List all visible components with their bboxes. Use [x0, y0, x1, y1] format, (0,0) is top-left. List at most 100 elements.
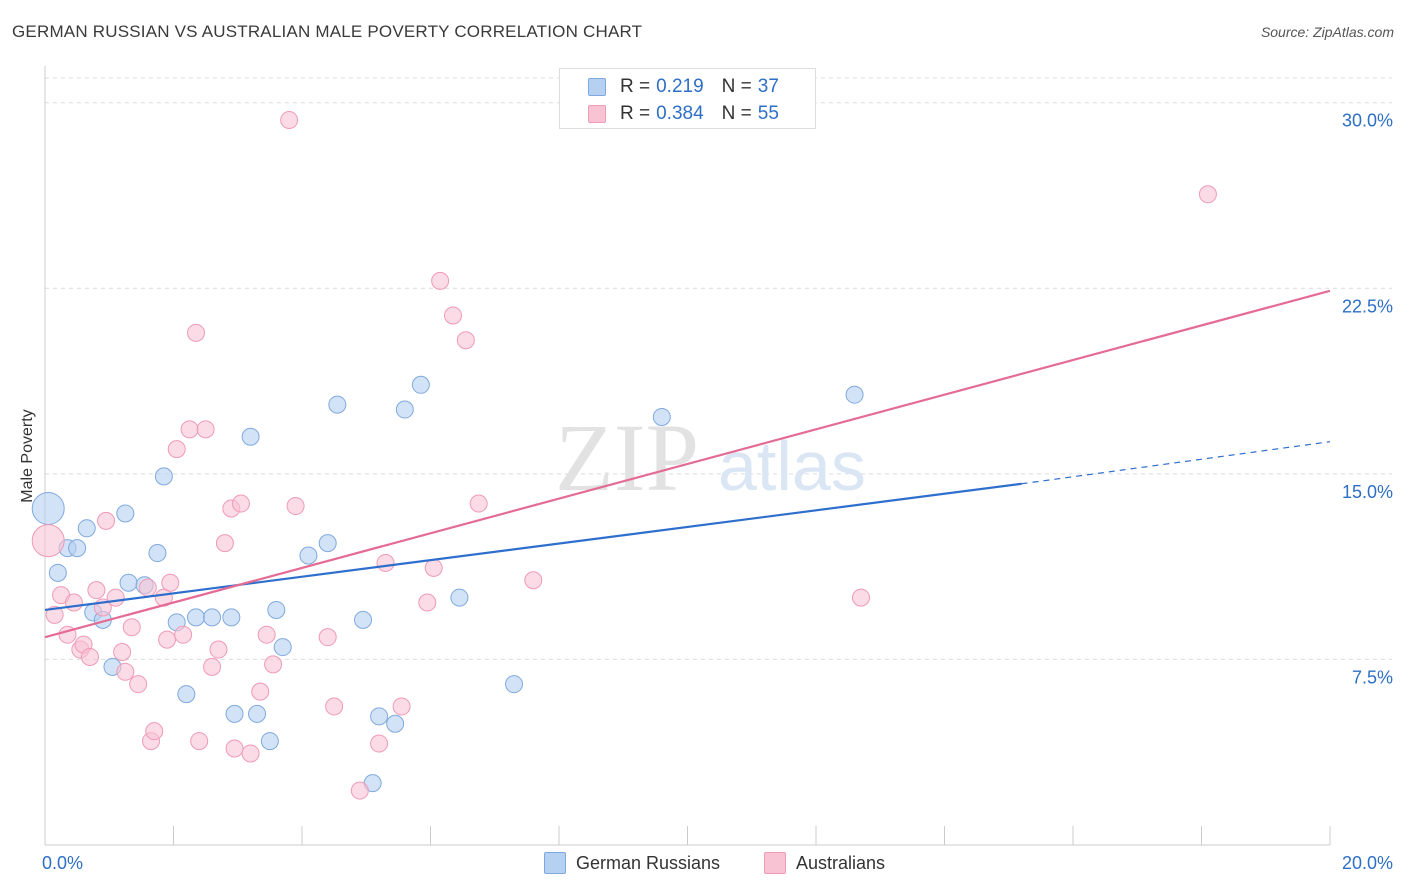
point-australians: [203, 657, 222, 676]
watermark-atlas: atlas: [718, 427, 866, 505]
point-australians: [87, 581, 106, 600]
point-australians: [443, 306, 462, 325]
point-australians: [138, 578, 157, 597]
point-australians: [469, 494, 488, 513]
point-australians: [370, 734, 389, 753]
point-australians: [257, 625, 276, 644]
point-german-russians: [328, 395, 347, 414]
point-german-russians: [450, 588, 469, 607]
point-australians: [1198, 185, 1217, 204]
point-australians: [45, 605, 64, 624]
stats-row-german-russians: R = 0.219 N = 37: [588, 75, 779, 99]
x-tick-label: 20.0%: [1342, 853, 1393, 873]
n-label: N =: [721, 103, 752, 124]
y-tick-label: 30.0%: [1342, 111, 1393, 131]
trend-line-german-russians-extension: [1021, 441, 1331, 485]
y-tick-label: 15.0%: [1342, 482, 1393, 502]
point-australians: [318, 628, 337, 647]
point-australians: [424, 558, 443, 577]
point-german-russians: [116, 504, 135, 523]
legend-item-australians[interactable]: Australians: [764, 852, 885, 874]
legend-label: German Russians: [576, 852, 721, 873]
axes: [44, 66, 1331, 846]
n-value: 37: [757, 76, 779, 97]
point-german-russians: [386, 714, 405, 733]
point-german-russians: [77, 519, 96, 538]
point-german-russians: [203, 608, 222, 627]
r-label: R =: [620, 103, 651, 124]
point-australians: [241, 744, 260, 763]
trend-line-australians: [44, 289, 1331, 639]
point-australians: [122, 618, 141, 637]
tick-labels: 7.5% 15.0% 22.5% 30.0% 0.0% 20.0%: [42, 111, 1393, 873]
point-australians: [31, 524, 65, 558]
point-australians: [251, 682, 270, 701]
point-australians: [431, 271, 450, 290]
point-german-russians: [299, 546, 318, 565]
point-german-russians: [154, 467, 173, 486]
point-australians: [456, 331, 475, 350]
point-australians: [113, 643, 132, 662]
point-australians: [325, 697, 344, 716]
point-german-russians: [370, 707, 389, 726]
point-australians: [64, 593, 83, 612]
y-tick-label: 7.5%: [1352, 667, 1393, 687]
stats-legend: R = 0.219 N = 37 R = 0.384 N = 55: [559, 68, 816, 129]
point-german-russians: [68, 539, 87, 558]
y-tick-label: 22.5%: [1342, 296, 1393, 316]
point-german-russians: [260, 732, 279, 751]
point-australians: [209, 640, 228, 659]
point-australians: [167, 440, 186, 459]
point-australians: [376, 553, 395, 572]
point-german-russians: [241, 427, 260, 446]
point-german-russians: [222, 608, 241, 627]
point-german-russians: [267, 600, 286, 619]
trend-lines: [44, 289, 1331, 639]
point-australians: [392, 697, 411, 716]
swatch-german-russians: [544, 852, 566, 874]
data-points: [31, 111, 1217, 800]
point-german-russians: [273, 638, 292, 657]
swatch-australians: [764, 852, 786, 874]
point-german-russians: [148, 544, 167, 563]
point-australians: [215, 534, 234, 553]
point-australians: [174, 625, 193, 644]
r-value: 0.384: [656, 103, 704, 124]
swatch-german-russians: [588, 78, 606, 96]
point-german-russians: [318, 534, 337, 553]
point-german-russians: [225, 704, 244, 723]
point-australians: [158, 630, 177, 649]
point-australians: [196, 420, 215, 439]
legend-item-german-russians[interactable]: German Russians: [544, 852, 720, 874]
point-australians: [225, 739, 244, 758]
point-german-russians: [505, 675, 524, 694]
r-label: R =: [620, 76, 651, 97]
point-australians: [231, 494, 250, 513]
point-australians: [145, 722, 164, 741]
point-german-russians: [48, 563, 67, 582]
point-australians: [180, 420, 199, 439]
point-australians: [186, 323, 205, 342]
gridlines: [45, 77, 1392, 660]
point-australians: [350, 781, 369, 800]
source-credit: Source: ZipAtlas.com: [1260, 24, 1394, 40]
point-australians: [286, 497, 305, 516]
n-value: 55: [757, 103, 779, 124]
point-german-russians: [248, 704, 267, 723]
point-german-russians: [186, 608, 205, 627]
point-australians: [161, 573, 180, 592]
point-australians: [851, 588, 870, 607]
point-australians: [129, 675, 148, 694]
point-australians: [97, 511, 116, 530]
stats-row-australians: R = 0.384 N = 55: [588, 102, 779, 126]
point-australians: [264, 655, 283, 674]
point-australians: [190, 732, 209, 751]
point-german-russians: [119, 573, 138, 592]
watermark: ZIP atlas: [555, 404, 866, 511]
legend-label: Australians: [796, 852, 886, 873]
n-label: N =: [721, 76, 752, 97]
point-german-russians: [177, 685, 196, 704]
point-australians: [280, 111, 299, 130]
x-tick-label: 0.0%: [42, 853, 83, 873]
